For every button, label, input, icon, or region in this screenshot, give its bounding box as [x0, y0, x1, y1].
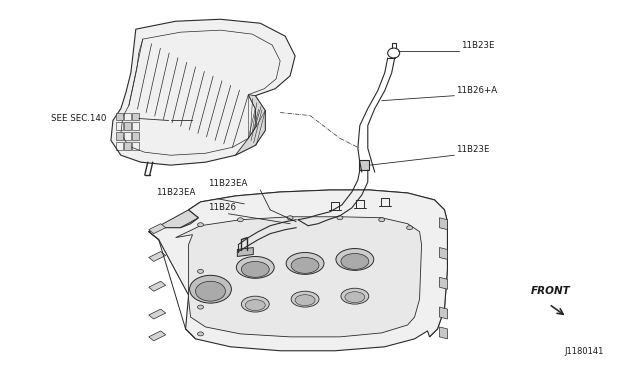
- Text: 11B23EA: 11B23EA: [156, 188, 195, 197]
- Polygon shape: [189, 190, 444, 218]
- Polygon shape: [124, 142, 131, 150]
- Ellipse shape: [237, 218, 243, 222]
- Polygon shape: [175, 217, 422, 337]
- Ellipse shape: [291, 291, 319, 307]
- Ellipse shape: [245, 299, 265, 311]
- Ellipse shape: [198, 332, 204, 336]
- Polygon shape: [148, 224, 166, 234]
- Ellipse shape: [406, 226, 413, 230]
- Text: 11B26: 11B26: [209, 203, 237, 212]
- Polygon shape: [429, 200, 447, 337]
- Polygon shape: [148, 331, 166, 341]
- Ellipse shape: [241, 296, 269, 312]
- Ellipse shape: [198, 269, 204, 273]
- Ellipse shape: [379, 218, 385, 222]
- Polygon shape: [440, 218, 447, 230]
- Ellipse shape: [189, 275, 232, 303]
- Ellipse shape: [345, 292, 365, 303]
- Polygon shape: [148, 309, 166, 319]
- Text: 11B26+A: 11B26+A: [456, 86, 497, 95]
- Polygon shape: [148, 281, 166, 291]
- Text: 11B23E: 11B23E: [456, 145, 490, 154]
- Polygon shape: [116, 113, 123, 121]
- Ellipse shape: [337, 216, 343, 220]
- Polygon shape: [237, 247, 253, 256]
- Polygon shape: [440, 247, 447, 259]
- Polygon shape: [359, 160, 369, 170]
- Polygon shape: [132, 132, 139, 140]
- Text: J1180141: J1180141: [564, 347, 604, 356]
- Polygon shape: [148, 190, 447, 351]
- Ellipse shape: [341, 253, 369, 269]
- Polygon shape: [440, 307, 447, 319]
- Ellipse shape: [286, 253, 324, 274]
- Ellipse shape: [295, 295, 315, 306]
- Polygon shape: [124, 122, 131, 131]
- Polygon shape: [116, 132, 123, 140]
- Polygon shape: [236, 95, 265, 155]
- Ellipse shape: [198, 305, 204, 309]
- Polygon shape: [148, 251, 166, 262]
- Text: FRONT: FRONT: [531, 286, 571, 296]
- Ellipse shape: [336, 248, 374, 270]
- Polygon shape: [148, 210, 198, 240]
- Text: SEE SEC.140: SEE SEC.140: [51, 114, 106, 123]
- Polygon shape: [440, 327, 447, 339]
- Ellipse shape: [196, 281, 225, 301]
- Ellipse shape: [291, 257, 319, 273]
- Ellipse shape: [236, 256, 274, 278]
- Ellipse shape: [241, 262, 269, 277]
- Text: 11B23EA: 11B23EA: [209, 179, 248, 188]
- Ellipse shape: [341, 288, 369, 304]
- Polygon shape: [132, 113, 139, 121]
- Polygon shape: [440, 277, 447, 289]
- Text: 11B23E: 11B23E: [461, 41, 495, 50]
- Ellipse shape: [287, 216, 293, 220]
- Polygon shape: [111, 19, 295, 165]
- Ellipse shape: [198, 223, 204, 227]
- Polygon shape: [296, 219, 308, 227]
